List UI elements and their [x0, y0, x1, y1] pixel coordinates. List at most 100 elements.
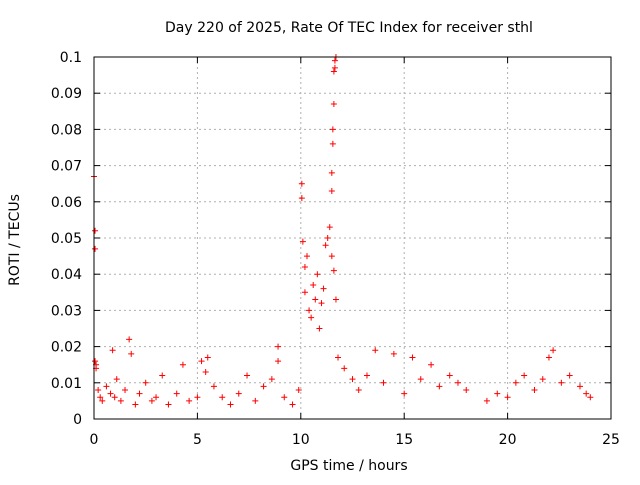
data-point	[92, 245, 99, 252]
data-point	[539, 376, 546, 383]
data-point	[107, 390, 114, 397]
y-tick-label: 0.05	[51, 231, 82, 247]
data-point	[132, 401, 139, 408]
data-point	[148, 397, 155, 404]
data-point	[428, 361, 435, 368]
data-point	[310, 282, 317, 289]
data-point	[550, 347, 557, 354]
y-tick-label: 0	[73, 412, 82, 428]
data-point	[566, 372, 573, 379]
x-axis-label: GPS time / hours	[290, 458, 407, 474]
data-point	[576, 383, 583, 390]
data-point	[244, 372, 251, 379]
data-point	[179, 361, 186, 368]
data-point	[322, 242, 329, 249]
data-point	[545, 354, 552, 361]
data-point	[301, 289, 308, 296]
data-point	[301, 263, 308, 270]
data-point	[298, 195, 305, 202]
data-point	[331, 57, 338, 64]
data-point	[417, 376, 424, 383]
data-point	[117, 397, 124, 404]
data-point	[328, 187, 335, 194]
data-point	[446, 372, 453, 379]
data-point	[329, 126, 336, 133]
data-point	[332, 296, 339, 303]
grid-layer	[94, 57, 611, 419]
data-point	[298, 180, 305, 187]
data-point	[136, 390, 143, 397]
y-tick-label: 0.04	[51, 267, 82, 283]
data-point	[335, 354, 342, 361]
data-point	[504, 394, 511, 401]
y-tick-label: 0.08	[51, 122, 82, 138]
chart-title: Day 220 of 2025, Rate Of TEC Index for r…	[165, 20, 533, 36]
y-tick-label: 0.07	[51, 159, 82, 175]
data-point	[583, 390, 590, 397]
data-points	[91, 54, 594, 408]
data-point	[109, 347, 116, 354]
data-point	[349, 376, 356, 383]
data-point	[401, 390, 408, 397]
data-point	[275, 358, 282, 365]
data-point	[281, 394, 288, 401]
data-point	[372, 347, 379, 354]
data-point	[512, 379, 519, 386]
data-point	[494, 390, 501, 397]
data-point	[95, 387, 102, 394]
data-point	[268, 376, 275, 383]
data-point	[92, 227, 99, 234]
data-point	[531, 387, 538, 394]
data-point	[521, 372, 528, 379]
y-tick-label: 0.02	[51, 340, 82, 356]
data-point	[341, 365, 348, 372]
data-point	[463, 387, 470, 394]
data-point	[235, 390, 242, 397]
data-point	[312, 296, 319, 303]
data-point	[142, 379, 149, 386]
data-point	[198, 358, 205, 365]
data-point	[324, 235, 331, 241]
data-point	[380, 379, 387, 386]
y-tick-label: 0.01	[51, 376, 82, 392]
data-point	[111, 394, 118, 401]
plot-frame	[93, 56, 612, 420]
data-point	[363, 372, 370, 379]
data-point	[330, 68, 337, 75]
data-point	[483, 397, 490, 404]
data-point	[126, 336, 133, 343]
x-tick-label: 0	[90, 432, 99, 448]
data-point	[295, 387, 302, 394]
x-tick-label: 5	[193, 432, 202, 448]
data-point	[113, 376, 120, 383]
data-point	[289, 401, 296, 408]
data-point	[355, 387, 362, 394]
y-tick-label: 0.03	[51, 303, 82, 319]
data-point	[299, 238, 306, 245]
data-point	[558, 379, 565, 386]
data-point	[97, 394, 104, 401]
data-point	[122, 387, 129, 394]
data-point	[328, 169, 335, 176]
data-point	[219, 394, 226, 401]
data-point	[436, 383, 443, 390]
tick-labels: 0 0.01 0.02 0.03 0.04 0.05 0.06 0.07 0.08 0.09 0.1…	[51, 50, 620, 448]
y-tick-label: 0.1	[60, 50, 82, 66]
x-tick-label: 20	[499, 432, 517, 448]
y-tick-label: 0.06	[51, 195, 82, 211]
data-point	[260, 383, 267, 390]
x-tick-label: 10	[292, 432, 310, 448]
data-point	[210, 383, 217, 390]
data-point	[330, 101, 337, 108]
x-tick-label: 25	[602, 432, 620, 448]
data-point	[92, 358, 99, 365]
data-point	[306, 307, 313, 314]
data-point	[103, 383, 110, 390]
data-point	[329, 140, 336, 147]
data-point	[587, 394, 594, 401]
data-point	[204, 354, 211, 361]
data-point	[173, 390, 180, 397]
y-axis-label: ROTI / TECUs	[7, 194, 23, 286]
